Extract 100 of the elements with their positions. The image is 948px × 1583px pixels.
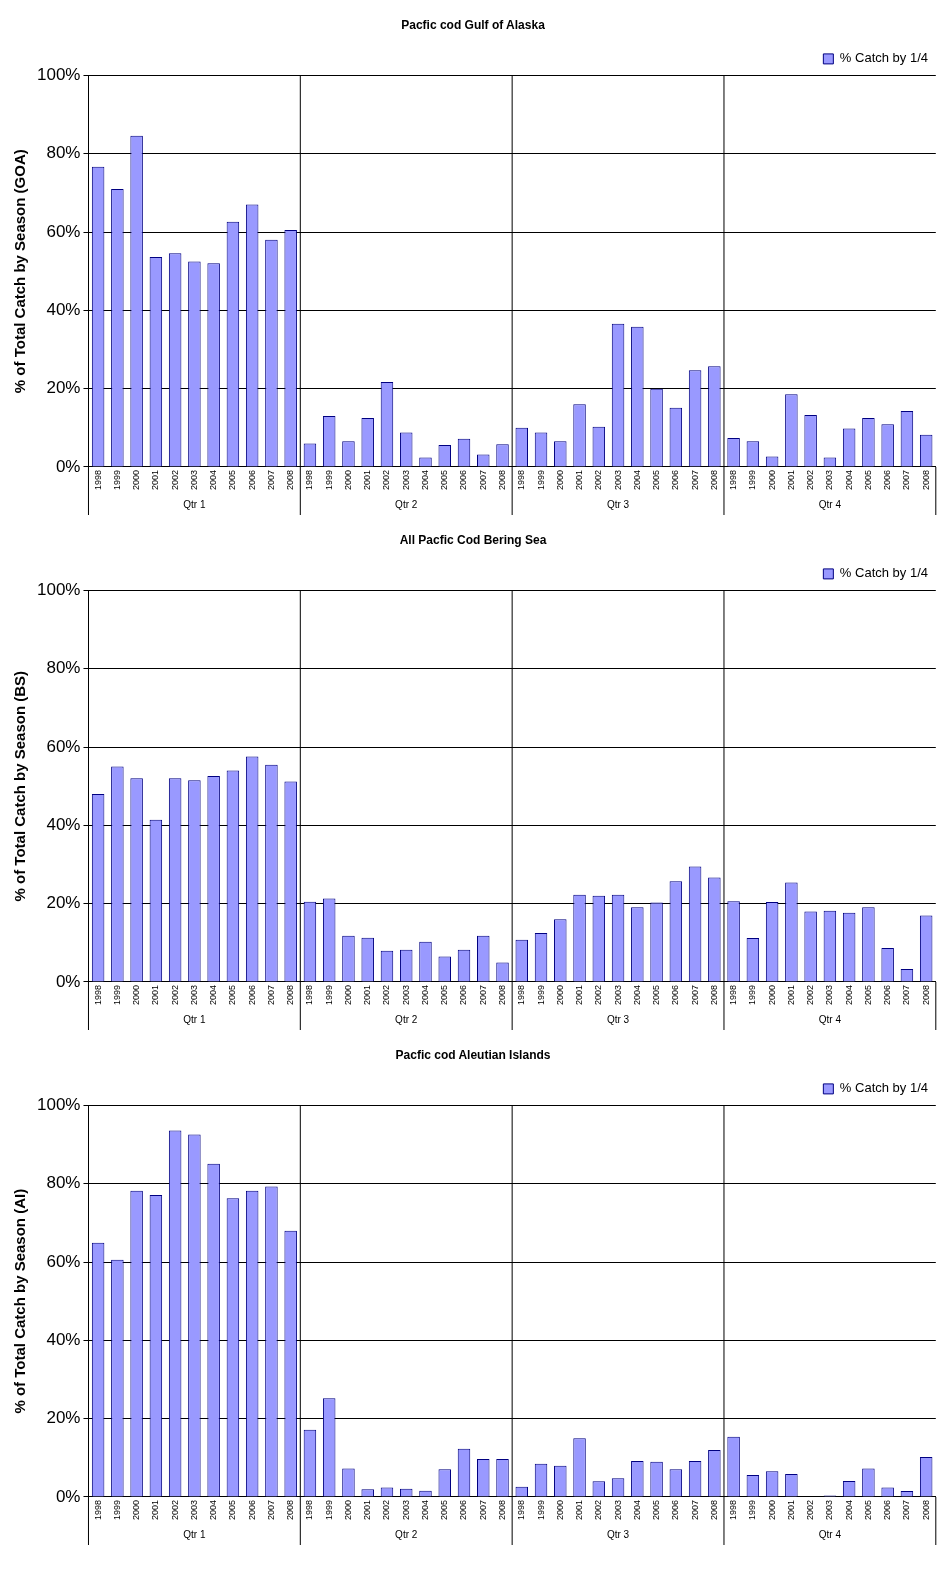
x-tick-label: 2007 xyxy=(477,1499,488,1521)
x-tick-label: 2007 xyxy=(265,1499,276,1521)
legend-label: % Catch by 1/4 xyxy=(839,50,928,66)
x-tick-label: 2006 xyxy=(458,469,469,491)
x-tick-label: 1998 xyxy=(728,1499,739,1521)
x-tick-label: 2004 xyxy=(631,984,642,1006)
x-tick-label: 2003 xyxy=(188,984,199,1006)
x-tick-label: 2008 xyxy=(708,1499,719,1521)
x-tick-label: 2002 xyxy=(169,469,180,491)
text: Qtr 1 xyxy=(183,498,206,510)
x-tick-label: 2007 xyxy=(265,984,276,1006)
x-tick-label: 1998 xyxy=(516,984,527,1006)
x-tick-label: 2003 xyxy=(188,1499,199,1521)
text: Qtr 3 xyxy=(606,498,630,510)
x-tick-label: 2000 xyxy=(766,1499,777,1521)
x-tick-label: 2007 xyxy=(901,984,912,1006)
y-tick-label: 80% xyxy=(46,1173,81,1193)
text: Qtr 2 xyxy=(395,1528,418,1540)
text: Qtr 2 xyxy=(395,498,418,510)
x-tick-label: 2005 xyxy=(227,1499,238,1521)
x-tick-label: 2003 xyxy=(824,984,835,1006)
x-tick-label: 2008 xyxy=(708,469,719,491)
x-tick-label: 2006 xyxy=(882,1499,893,1521)
x-tick-label: 2002 xyxy=(805,1499,816,1521)
y-tick-label: 0% xyxy=(55,971,81,991)
x-tick-label: 2001 xyxy=(362,469,373,491)
x-tick-label: 1999 xyxy=(323,1499,334,1521)
text: Qtr 2 xyxy=(395,1013,418,1025)
x-tick-label: 2001 xyxy=(785,469,796,491)
x-tick-label: 2002 xyxy=(381,984,392,1006)
x-tick-label: 2006 xyxy=(882,469,893,491)
x-tick-label: 2001 xyxy=(574,1499,585,1521)
text: Qtr 3 xyxy=(606,1528,630,1540)
x-tick-label: 2004 xyxy=(631,469,642,491)
x-tick-label: 2006 xyxy=(670,469,681,491)
x-tick-label: 2003 xyxy=(824,1499,835,1521)
x-tick-label: 2004 xyxy=(208,984,219,1006)
y-tick-label: 80% xyxy=(46,658,81,678)
x-tick-label: 2003 xyxy=(612,469,623,491)
x-tick-label: 2003 xyxy=(400,1499,411,1521)
x-tick-label: 2008 xyxy=(920,469,931,491)
x-tick-label: 1999 xyxy=(535,469,546,491)
x-tick-label: 2004 xyxy=(843,1499,854,1521)
text: Qtr 4 xyxy=(818,1528,842,1540)
x-tick-label: 1999 xyxy=(747,469,758,491)
x-tick-label: 2008 xyxy=(285,1499,296,1521)
x-tick-label: 2003 xyxy=(612,984,623,1006)
x-tick-label: 1999 xyxy=(323,469,334,491)
x-tick-label: 2002 xyxy=(593,984,604,1006)
y-tick-label: 20% xyxy=(46,378,81,398)
x-tick-label: 2002 xyxy=(593,469,604,491)
x-tick-label: 2002 xyxy=(381,469,392,491)
x-tick-label: 1999 xyxy=(535,1499,546,1521)
x-tick-label: 2002 xyxy=(805,469,816,491)
x-tick-label: 1998 xyxy=(92,469,103,491)
x-tick-label: 2006 xyxy=(458,984,469,1006)
x-tick-label: 2005 xyxy=(862,984,873,1006)
x-tick-label: 2005 xyxy=(439,469,450,491)
y-tick-label: 0% xyxy=(55,456,81,476)
x-tick-label: 1998 xyxy=(728,984,739,1006)
y-tick-label: 40% xyxy=(46,300,81,320)
x-tick-label: 2004 xyxy=(843,984,854,1006)
x-tick-label: 2008 xyxy=(497,1499,507,1521)
x-tick-label: 2005 xyxy=(227,984,238,1006)
y-tick-label: 100% xyxy=(37,580,81,600)
y-tick-label: 80% xyxy=(46,143,81,163)
x-tick-label: 1998 xyxy=(304,1499,315,1521)
x-tick-label: 2007 xyxy=(901,469,912,491)
x-tick-label: 1999 xyxy=(535,984,546,1006)
x-tick-label: 2007 xyxy=(477,984,488,1006)
x-tick-label: 1999 xyxy=(323,984,334,1006)
x-tick-label: 2005 xyxy=(651,984,662,1006)
x-tick-label: 1999 xyxy=(747,984,758,1006)
text: Qtr 1 xyxy=(183,1528,206,1540)
text: Qtr 4 xyxy=(818,1013,842,1025)
x-tick-label: 2004 xyxy=(208,469,219,491)
x-tick-label: 2003 xyxy=(612,1499,623,1521)
x-tick-label: 2004 xyxy=(843,469,854,491)
x-tick-label: 2001 xyxy=(362,984,373,1006)
x-tick-label: 2007 xyxy=(901,1499,912,1521)
x-tick-label: 1998 xyxy=(92,1499,103,1521)
x-tick-label: 2000 xyxy=(554,984,565,1006)
x-tick-label: 1999 xyxy=(747,1499,758,1521)
x-tick-label: 2000 xyxy=(342,469,353,491)
x-tick-label: 2001 xyxy=(362,1499,373,1521)
x-tick-label: 2002 xyxy=(593,1499,604,1521)
x-tick-label: 2004 xyxy=(419,984,430,1006)
x-tick-label: 2005 xyxy=(439,1499,450,1521)
x-tick-label: 2003 xyxy=(400,469,411,491)
x-tick-label: 2005 xyxy=(862,469,873,491)
chart-title: Pacfic cod Aleutian Islands xyxy=(395,1047,551,1062)
x-tick-label: 2006 xyxy=(246,469,257,491)
text: Qtr 1 xyxy=(183,1013,206,1025)
x-tick-label: 2001 xyxy=(785,984,796,1006)
x-tick-label: 2006 xyxy=(246,984,257,1006)
x-tick-label: 2004 xyxy=(419,1499,430,1521)
y-tick-label: 100% xyxy=(37,65,81,85)
y-tick-label: 20% xyxy=(46,893,81,913)
legend-label: % Catch by 1/4 xyxy=(839,1080,928,1096)
x-tick-label: 2007 xyxy=(689,1499,700,1521)
